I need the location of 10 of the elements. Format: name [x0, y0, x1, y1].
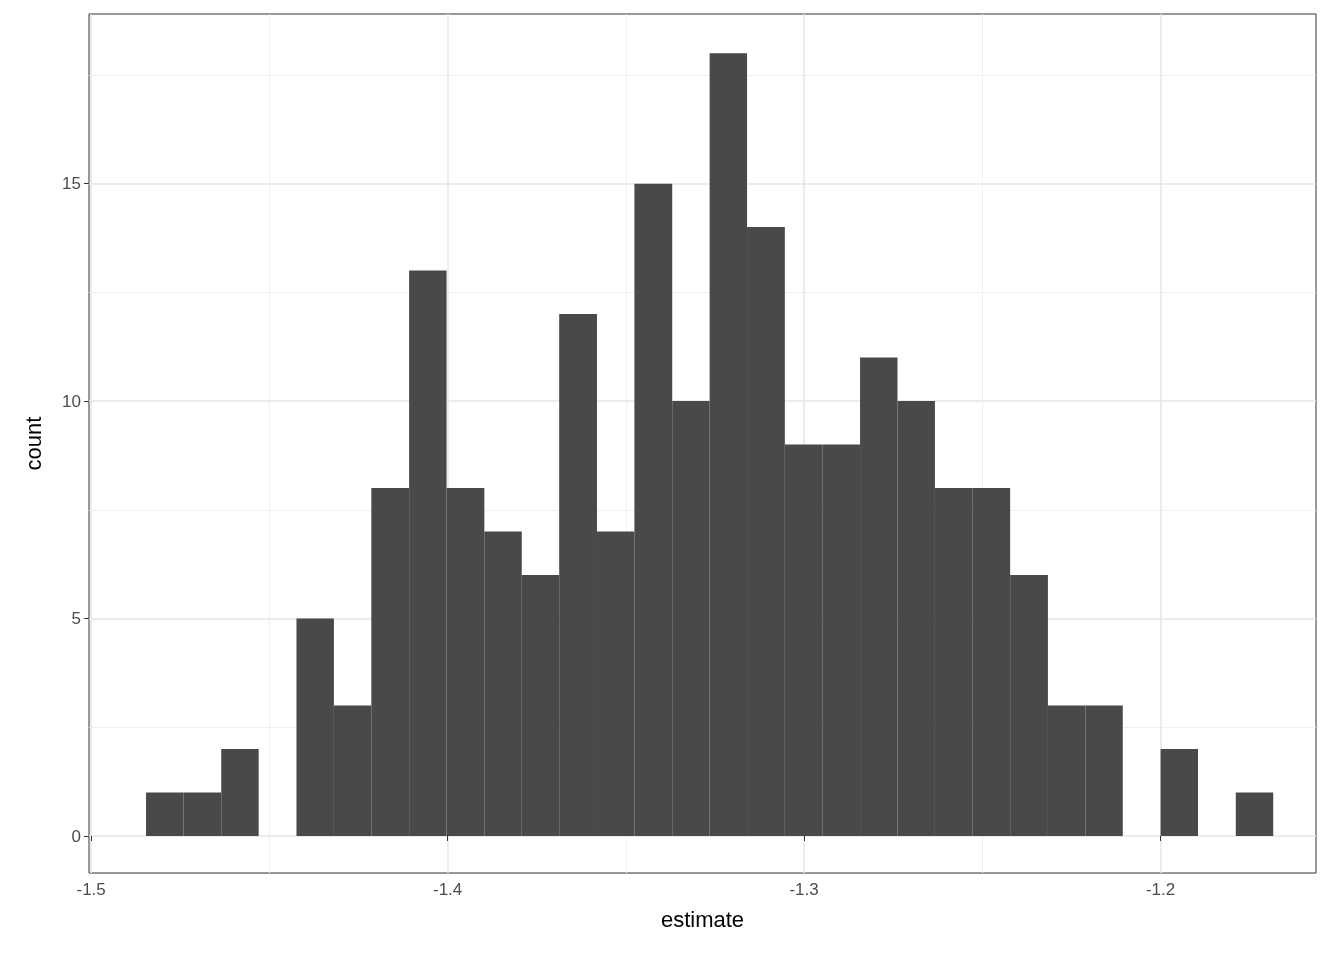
x-axis-title: estimate	[660, 906, 745, 932]
y-tick-label: 0	[71, 826, 81, 846]
y-tick-label: 15	[62, 174, 81, 194]
y-tick-label: 10	[62, 391, 81, 411]
x-tick-label: -1.5	[76, 880, 106, 899]
y-tick-label: 5	[71, 609, 81, 629]
x-tick-label: -1.3	[789, 880, 819, 899]
x-tick-label: -1.4	[432, 880, 463, 899]
x-tick-label: -1.2	[1145, 880, 1176, 899]
y-axis-title: count	[20, 416, 46, 471]
